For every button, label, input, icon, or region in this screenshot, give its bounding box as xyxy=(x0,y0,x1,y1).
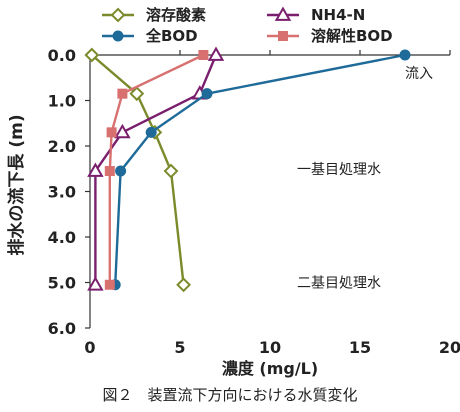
data-point xyxy=(201,88,213,100)
data-point xyxy=(84,47,100,63)
y-tick-label: 4.0 xyxy=(48,228,76,247)
x-axis-label: 濃度 (mg/L) xyxy=(222,359,318,378)
series-1 xyxy=(87,46,225,291)
data-point xyxy=(207,46,225,61)
x-ticks: 0 5 10 15 20 xyxy=(84,50,460,357)
data-point xyxy=(115,165,127,177)
legend-label: 全BOD xyxy=(145,27,198,45)
data-point xyxy=(104,166,115,177)
y-tick-label: 6.0 xyxy=(48,319,76,338)
figure-caption: 図２ 装置流下方向における水質変化 xyxy=(102,386,358,404)
data-point xyxy=(163,163,179,179)
data-point xyxy=(198,50,209,60)
data-point xyxy=(399,49,411,61)
data-point xyxy=(114,123,131,139)
annotation-text: 二基目処理水 xyxy=(297,275,381,292)
series-layer xyxy=(84,46,411,293)
x-tick-label: 5 xyxy=(174,338,185,357)
series-3 xyxy=(104,50,209,290)
legend-label: 溶解性BOD xyxy=(311,27,393,45)
data-point xyxy=(129,86,145,102)
data-point xyxy=(87,162,104,177)
x-tick-label: 20 xyxy=(439,338,460,357)
x-tick-label: 0 xyxy=(84,338,95,357)
legend: 溶存酸素 NH4-N 全BOD 溶解性BOD xyxy=(102,6,393,45)
data-point xyxy=(104,279,115,290)
data-point xyxy=(87,276,104,291)
axes xyxy=(89,54,450,328)
data-point xyxy=(117,88,128,99)
y-ticks: 0.0 1.0 2.0 3.0 4.0 5.0 6.0 xyxy=(48,46,90,338)
y-tick-label: 1.0 xyxy=(48,92,76,111)
data-point xyxy=(145,126,157,138)
legend-marker xyxy=(110,7,126,23)
data-point xyxy=(176,277,192,293)
y-tick-label: 2.0 xyxy=(48,137,76,156)
annotation-text: 一基目処理水 xyxy=(297,161,381,178)
annotation-text: 流入 xyxy=(405,66,433,82)
legend-marker xyxy=(274,6,292,21)
legend-label: 溶存酸素 xyxy=(146,6,206,24)
legend-label: NH4-N xyxy=(311,6,365,24)
data-point xyxy=(106,127,117,138)
x-tick-label: 15 xyxy=(349,338,371,357)
y-axis-label: 排水の流下長 (m) xyxy=(6,114,27,255)
legend-marker xyxy=(112,30,124,42)
y-tick-label: 5.0 xyxy=(48,274,76,293)
y-tick-label: 0.0 xyxy=(48,46,76,65)
y-tick-label: 3.0 xyxy=(48,183,76,202)
legend-marker xyxy=(278,31,288,41)
x-tick-label: 10 xyxy=(259,338,281,357)
